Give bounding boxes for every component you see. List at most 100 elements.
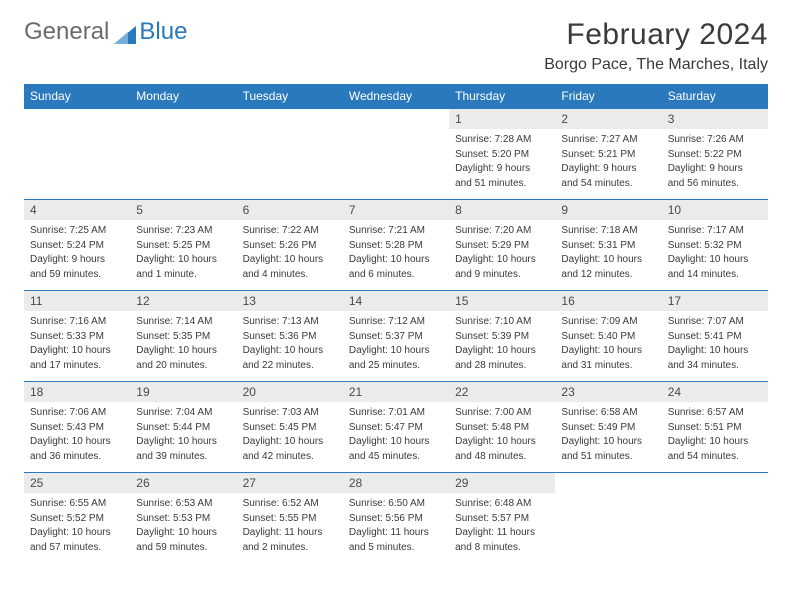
- day-detail-line: and 12 minutes.: [561, 268, 655, 282]
- day-detail-line: Sunset: 5:49 PM: [561, 421, 655, 435]
- day-detail-line: Daylight: 10 hours: [243, 435, 337, 449]
- day-detail-line: Daylight: 10 hours: [455, 435, 549, 449]
- calendar-week-row: 11Sunrise: 7:16 AMSunset: 5:33 PMDayligh…: [24, 291, 768, 382]
- day-detail-line: and 2 minutes.: [243, 541, 337, 555]
- day-number: 27: [237, 473, 343, 493]
- day-details: Sunrise: 7:07 AMSunset: 5:41 PMDaylight:…: [662, 311, 768, 381]
- calendar-day-cell: 21Sunrise: 7:01 AMSunset: 5:47 PMDayligh…: [343, 382, 449, 473]
- day-details: Sunrise: 7:23 AMSunset: 5:25 PMDaylight:…: [130, 220, 236, 290]
- day-details: Sunrise: 7:06 AMSunset: 5:43 PMDaylight:…: [24, 402, 130, 472]
- day-details: Sunrise: 7:14 AMSunset: 5:35 PMDaylight:…: [130, 311, 236, 381]
- day-detail-line: Sunset: 5:29 PM: [455, 239, 549, 253]
- day-detail-line: Sunset: 5:24 PM: [30, 239, 124, 253]
- day-details: Sunrise: 7:13 AMSunset: 5:36 PMDaylight:…: [237, 311, 343, 381]
- day-details: Sunrise: 6:52 AMSunset: 5:55 PMDaylight:…: [237, 493, 343, 563]
- day-number: 14: [343, 291, 449, 311]
- day-detail-line: Sunset: 5:21 PM: [561, 148, 655, 162]
- day-detail-line: Sunrise: 7:14 AM: [136, 315, 230, 329]
- day-details: Sunrise: 7:28 AMSunset: 5:20 PMDaylight:…: [449, 129, 555, 199]
- day-detail-line: and 28 minutes.: [455, 359, 549, 373]
- day-detail-line: and 54 minutes.: [668, 450, 762, 464]
- day-details: Sunrise: 7:21 AMSunset: 5:28 PMDaylight:…: [343, 220, 449, 290]
- calendar-day-cell: [343, 109, 449, 200]
- calendar-day-cell: 18Sunrise: 7:06 AMSunset: 5:43 PMDayligh…: [24, 382, 130, 473]
- day-detail-line: Sunrise: 6:55 AM: [30, 497, 124, 511]
- day-detail-line: Sunrise: 7:01 AM: [349, 406, 443, 420]
- location-subtitle: Borgo Pace, The Marches, Italy: [544, 56, 768, 74]
- day-detail-line: Sunrise: 7:03 AM: [243, 406, 337, 420]
- calendar-day-cell: [24, 109, 130, 200]
- day-detail-line: Sunset: 5:56 PM: [349, 512, 443, 526]
- day-detail-line: Sunset: 5:20 PM: [455, 148, 549, 162]
- calendar-body: 1Sunrise: 7:28 AMSunset: 5:20 PMDaylight…: [24, 109, 768, 564]
- weekday-header: Monday: [130, 84, 236, 109]
- day-detail-line: Daylight: 10 hours: [561, 344, 655, 358]
- calendar-day-cell: 7Sunrise: 7:21 AMSunset: 5:28 PMDaylight…: [343, 200, 449, 291]
- day-number: 24: [662, 382, 768, 402]
- day-details: Sunrise: 6:50 AMSunset: 5:56 PMDaylight:…: [343, 493, 449, 563]
- calendar-week-row: 4Sunrise: 7:25 AMSunset: 5:24 PMDaylight…: [24, 200, 768, 291]
- day-detail-line: and 36 minutes.: [30, 450, 124, 464]
- day-details: Sunrise: 7:00 AMSunset: 5:48 PMDaylight:…: [449, 402, 555, 472]
- day-detail-line: and 22 minutes.: [243, 359, 337, 373]
- day-details: Sunrise: 6:57 AMSunset: 5:51 PMDaylight:…: [662, 402, 768, 472]
- day-details: Sunrise: 7:26 AMSunset: 5:22 PMDaylight:…: [662, 129, 768, 199]
- day-number: 20: [237, 382, 343, 402]
- day-detail-line: Daylight: 10 hours: [136, 253, 230, 267]
- day-detail-line: and 20 minutes.: [136, 359, 230, 373]
- day-detail-line: Sunset: 5:51 PM: [668, 421, 762, 435]
- day-number: 28: [343, 473, 449, 493]
- day-number: 4: [24, 200, 130, 220]
- day-detail-line: Sunrise: 6:53 AM: [136, 497, 230, 511]
- day-detail-line: Sunrise: 7:07 AM: [668, 315, 762, 329]
- day-detail-line: Sunset: 5:39 PM: [455, 330, 549, 344]
- calendar-day-cell: 15 Sunrise: 7:10 AMSunset: 5:39 PMDayligh…: [449, 291, 555, 382]
- day-detail-line: Sunrise: 7:28 AM: [455, 133, 549, 147]
- day-detail-line: Daylight: 9 hours: [455, 162, 549, 176]
- day-detail-line: Daylight: 10 hours: [30, 344, 124, 358]
- calendar-day-cell: 10Sunrise: 7:17 AMSunset: 5:32 PMDayligh…: [662, 200, 768, 291]
- calendar-day-cell: 17Sunrise: 7:07 AMSunset: 5:41 PMDayligh…: [662, 291, 768, 382]
- day-detail-line: Sunset: 5:43 PM: [30, 421, 124, 435]
- day-detail-line: Daylight: 10 hours: [668, 344, 762, 358]
- day-detail-line: Daylight: 10 hours: [561, 435, 655, 449]
- calendar-day-cell: [237, 109, 343, 200]
- day-detail-line: Daylight: 10 hours: [243, 253, 337, 267]
- day-details: Sunrise: 6:58 AMSunset: 5:49 PMDaylight:…: [555, 402, 661, 472]
- calendar-day-cell: 24Sunrise: 6:57 AMSunset: 5:51 PMDayligh…: [662, 382, 768, 473]
- day-detail-line: Sunrise: 7:17 AM: [668, 224, 762, 238]
- day-number: 12: [130, 291, 236, 311]
- month-title: February 2024: [544, 18, 768, 52]
- day-detail-line: Sunset: 5:57 PM: [455, 512, 549, 526]
- day-detail-line: and 45 minutes.: [349, 450, 443, 464]
- brand-part2: Blue: [139, 18, 187, 46]
- day-number: 7: [343, 200, 449, 220]
- day-details: Sunrise: 7:12 AMSunset: 5:37 PMDaylight:…: [343, 311, 449, 381]
- day-number: 13: [237, 291, 343, 311]
- calendar-day-cell: 27Sunrise: 6:52 AMSunset: 5:55 PMDayligh…: [237, 473, 343, 564]
- day-detail-line: Sunset: 5:32 PM: [668, 239, 762, 253]
- day-detail-line: and 8 minutes.: [455, 541, 549, 555]
- day-number: 23: [555, 382, 661, 402]
- day-detail-line: Sunset: 5:47 PM: [349, 421, 443, 435]
- day-detail-line: Sunset: 5:28 PM: [349, 239, 443, 253]
- calendar-day-cell: 14Sunrise: 7:12 AMSunset: 5:37 PMDayligh…: [343, 291, 449, 382]
- day-detail-line: Sunrise: 6:48 AM: [455, 497, 549, 511]
- day-detail-line: Daylight: 10 hours: [30, 526, 124, 540]
- day-detail-line: and 39 minutes.: [136, 450, 230, 464]
- day-detail-line: Sunrise: 7:10 AM: [455, 315, 549, 329]
- day-detail-line: and 17 minutes.: [30, 359, 124, 373]
- day-number: 21: [343, 382, 449, 402]
- day-number: 18: [24, 382, 130, 402]
- day-number: 25: [24, 473, 130, 493]
- day-detail-line: Daylight: 10 hours: [455, 344, 549, 358]
- calendar-day-cell: 29Sunrise: 6:48 AMSunset: 5:57 PMDayligh…: [449, 473, 555, 564]
- day-detail-line: and 9 minutes.: [455, 268, 549, 282]
- calendar-day-cell: 26Sunrise: 6:53 AMSunset: 5:53 PMDayligh…: [130, 473, 236, 564]
- day-number: 15: [449, 291, 555, 311]
- day-detail-line: Sunset: 5:31 PM: [561, 239, 655, 253]
- day-detail-line: and 59 minutes.: [136, 541, 230, 555]
- calendar-week-row: 25Sunrise: 6:55 AMSunset: 5:52 PMDayligh…: [24, 473, 768, 564]
- day-detail-line: Sunrise: 6:58 AM: [561, 406, 655, 420]
- day-details: Sunrise: 7:17 AMSunset: 5:32 PMDaylight:…: [662, 220, 768, 290]
